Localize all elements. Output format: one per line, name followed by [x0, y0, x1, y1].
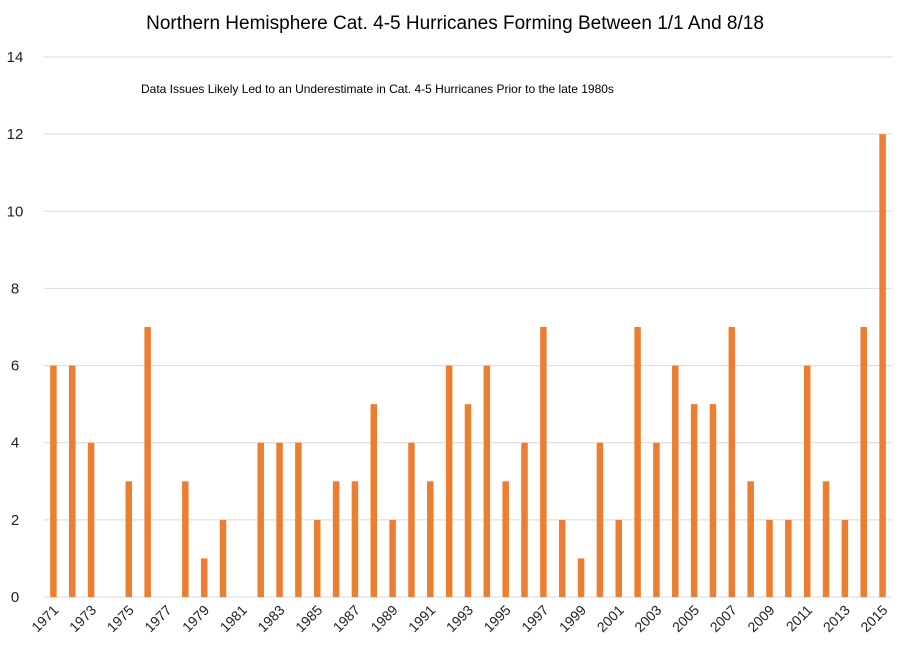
- x-tick-label: 1991: [405, 602, 438, 635]
- bar-2007: [728, 327, 736, 597]
- bar-1975: [125, 481, 133, 597]
- y-tick-label: 0: [11, 589, 19, 606]
- x-tick-label: 2011: [783, 602, 816, 635]
- bar-1987: [351, 481, 359, 597]
- bar-1989: [389, 519, 396, 597]
- bar-2006: [709, 404, 717, 597]
- bar-1972: [69, 365, 76, 597]
- bar-2012: [822, 481, 830, 597]
- y-tick-label: 8: [11, 280, 19, 297]
- x-tick-label: 2007: [707, 602, 740, 635]
- bar-2001: [615, 519, 623, 597]
- chart-title: Northern Hemisphere Cat. 4-5 Hurricanes …: [146, 13, 764, 34]
- x-tick-label: 1987: [330, 602, 363, 635]
- bar-1994: [483, 365, 491, 597]
- x-tick-label: 1997: [518, 602, 551, 635]
- bar-1996: [521, 442, 528, 597]
- bars: [50, 134, 886, 597]
- bar-1999: [577, 558, 585, 597]
- x-tick-label: 1971: [28, 602, 61, 635]
- x-tick-label: 1989: [367, 602, 400, 635]
- bar-1978: [182, 481, 189, 597]
- x-tick-label: 1981: [217, 602, 250, 635]
- bar-1985: [313, 519, 321, 597]
- y-tick-label: 10: [7, 203, 24, 220]
- bar-1973: [87, 442, 95, 597]
- y-tick-label: 4: [11, 435, 19, 452]
- x-tick-label: 1993: [443, 602, 476, 635]
- x-tick-label: 1979: [179, 602, 212, 635]
- bar-1998: [558, 519, 566, 597]
- bar-1979: [200, 558, 208, 597]
- bar-2008: [747, 481, 754, 597]
- bar-1971: [50, 365, 57, 597]
- bar-2009: [766, 519, 773, 597]
- x-tick-label: 1985: [292, 602, 325, 635]
- bar-2002: [634, 327, 641, 597]
- y-tick-label: 14: [7, 49, 24, 66]
- bar-1983: [276, 442, 283, 597]
- bar-2000: [596, 442, 604, 597]
- bar-1986: [332, 481, 340, 597]
- y-tick-label: 2: [11, 512, 19, 529]
- bar-2011: [803, 365, 811, 597]
- bar-1984: [295, 442, 302, 597]
- bar-2014: [860, 327, 867, 597]
- bar-1980: [219, 519, 227, 597]
- bar-1993: [464, 404, 472, 597]
- y-axis-ticks: 0 2 4 6 8 10 12 14: [7, 49, 24, 606]
- bar-1976: [144, 327, 151, 597]
- bar-1991: [427, 481, 434, 597]
- x-tick-label: 2015: [857, 602, 890, 635]
- bar-2010: [785, 519, 792, 597]
- y-tick-label: 12: [7, 126, 24, 143]
- bar-2015: [879, 134, 886, 597]
- bar-1995: [502, 481, 509, 597]
- x-tick-label: 1973: [66, 602, 99, 635]
- x-tick-label: 1975: [104, 602, 137, 635]
- bar-1988: [370, 404, 378, 597]
- x-tick-label: 1999: [556, 602, 589, 635]
- x-tick-label: 2001: [594, 602, 627, 635]
- bar-2013: [841, 519, 849, 597]
- y-tick-label: 6: [11, 358, 19, 375]
- bar-2003: [653, 442, 660, 597]
- x-tick-label: 1995: [480, 602, 513, 635]
- bar-1982: [257, 442, 264, 597]
- bar-1990: [408, 442, 415, 597]
- bar-1997: [540, 327, 547, 597]
- x-tick-label: 1977: [141, 602, 174, 635]
- bar-2005: [690, 404, 698, 597]
- x-axis-ticks: 1971 1973 1975 1977 1979 1981 1983 1985 1987 1989…: [28, 602, 891, 635]
- bar-1992: [445, 365, 453, 597]
- x-tick-label: 2005: [669, 602, 702, 635]
- chart-annotation: Data Issues Likely Led to an Underestima…: [141, 82, 614, 96]
- x-tick-label: 2009: [744, 602, 777, 635]
- bar-2004: [672, 365, 679, 597]
- x-tick-label: 2013: [820, 602, 853, 635]
- x-tick-label: 2003: [631, 602, 664, 635]
- x-tick-label: 1983: [254, 602, 287, 635]
